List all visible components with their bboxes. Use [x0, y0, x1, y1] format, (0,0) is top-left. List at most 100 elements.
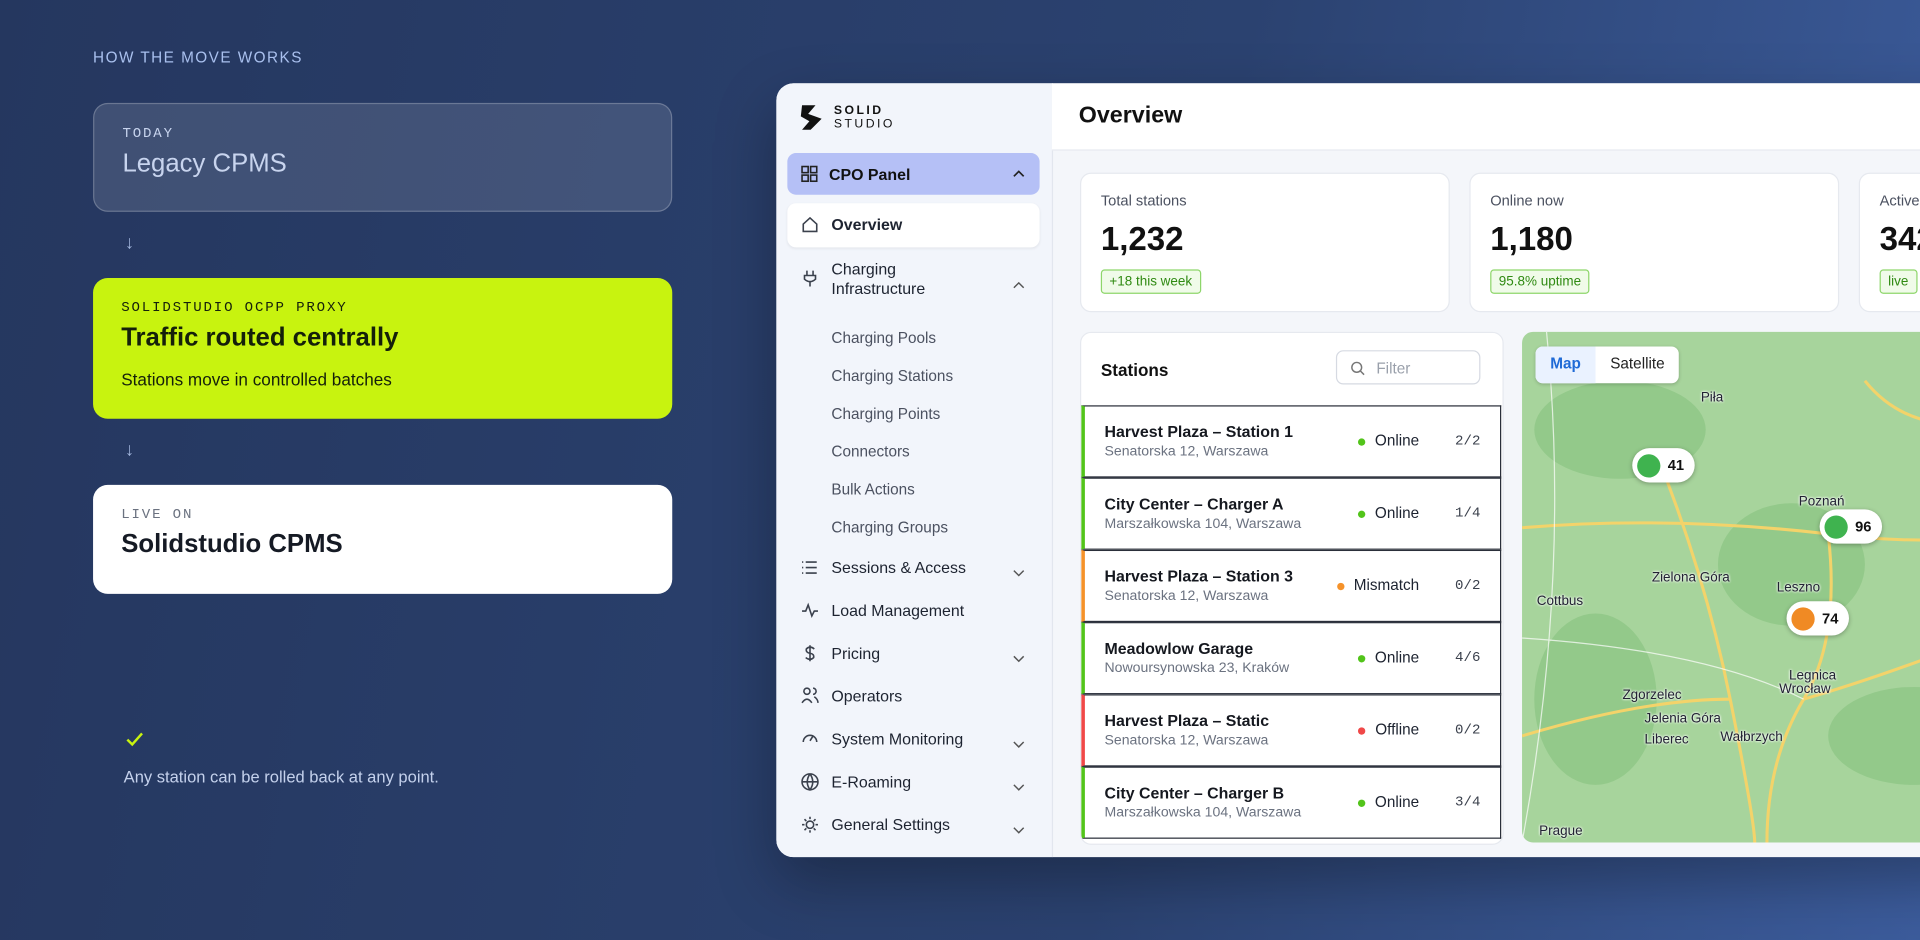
stat-card: Total stations 1,232 +18 this week — [1080, 172, 1450, 313]
stat-badge: 95.8% uptime — [1490, 269, 1590, 294]
stat-value: 1,180 — [1490, 220, 1573, 258]
step-title: Legacy CPMS — [122, 149, 287, 178]
nav-subitem[interactable]: Charging Pools — [831, 329, 937, 347]
marker-count: 74 — [1822, 609, 1839, 627]
logo-text: SOLID — [833, 104, 884, 118]
app-window: SOLID STUDIO CPO Panel Overview Charging I… — [776, 83, 1920, 858]
station-name: Harvest Plaza – Station 3 — [1104, 566, 1293, 586]
station-address: Senatorska 12, Warszawa — [1104, 733, 1269, 749]
nav-subitem[interactable]: Connectors — [831, 443, 910, 461]
nav-subitem[interactable]: Charging Groups — [831, 519, 949, 537]
nav-subitem[interactable]: Charging Stations — [831, 367, 954, 385]
nav-subitem[interactable]: Bulk Actions — [831, 481, 915, 499]
map-place: Legnica — [1788, 668, 1837, 684]
step-card: LIVE ON Solidstudio CPMS — [93, 484, 673, 594]
map-tab[interactable]: Satellite — [1610, 355, 1665, 373]
station-address: Nowoursynowska 23, Kraków — [1104, 661, 1290, 676]
station-row[interactable]: Harvest Plaza – Static Senatorska 12, War… — [1081, 694, 1502, 767]
nav-item[interactable]: E-Roaming — [787, 770, 1039, 797]
status-dot — [1337, 582, 1345, 591]
map-place: Wrocław — [1779, 682, 1831, 697]
step-label: TODAY — [122, 126, 174, 143]
nav-subitem[interactable]: Charging Points — [831, 405, 941, 423]
map-place: Jelenia Góra — [1644, 711, 1721, 727]
map-place: Zgorzelec — [1622, 688, 1682, 703]
map-place: Wałbrzych — [1720, 729, 1783, 745]
nav-item[interactable]: Operators — [787, 684, 1039, 711]
station-status: Online — [1374, 504, 1420, 522]
station-address: Marszałkowska 104, Warszawa — [1104, 805, 1302, 821]
map-marker[interactable]: 74 — [1786, 601, 1850, 636]
nav-item[interactable]: General Settings — [787, 813, 1039, 840]
nav-label: E-Roaming — [831, 772, 912, 792]
map-marker[interactable]: 41 — [1632, 448, 1696, 483]
status-dot — [1357, 799, 1366, 807]
nav-label: Load Management — [831, 601, 965, 620]
icon — [801, 558, 819, 580]
station-status: Mismatch — [1353, 576, 1420, 594]
nav-item[interactable]: Overview — [787, 203, 1040, 248]
icon-shape — [801, 687, 819, 704]
station-count: 0/2 — [1455, 722, 1481, 739]
stat-label: Total stations — [1100, 192, 1187, 210]
nav-item[interactable]: System Monitoring — [787, 727, 1039, 754]
chevron — [1013, 820, 1025, 838]
stat-value: 342 — [1879, 220, 1920, 258]
search-icon — [1351, 361, 1365, 376]
nav-item[interactable]: Sessions & Access — [787, 556, 1039, 583]
map-place: Prague — [1539, 824, 1583, 839]
nav-item[interactable]: Charging Infrastructure — [787, 260, 1039, 302]
panel-switch[interactable]: CPO Panel — [787, 153, 1040, 195]
nav-label: Sessions & Access — [831, 558, 966, 577]
icon-shape — [805, 645, 815, 662]
stat-badge: live — [1879, 269, 1917, 294]
station-row[interactable]: City Center – Charger B Marszałkowska 104… — [1081, 766, 1502, 839]
map-place: Leszno — [1776, 580, 1821, 596]
stat-card: Online now 1,180 95.8% uptime — [1469, 172, 1840, 313]
station-count: 3/4 — [1455, 794, 1481, 811]
map-tab[interactable]: Map — [1535, 346, 1596, 384]
step-subtitle: Stations move in controlled batches — [121, 369, 392, 390]
step-card: SOLIDSTUDIO OCPP PROXY Traffic routed ce… — [93, 277, 673, 419]
step-label: LIVE ON — [121, 506, 194, 523]
nav-label: General Settings — [831, 815, 951, 834]
station-name: Harvest Plaza – Station 1 — [1104, 422, 1293, 441]
icon-shape — [803, 270, 817, 287]
filter-input[interactable]: Filter — [1335, 350, 1481, 385]
nav-label: System Monitoring — [831, 729, 964, 749]
arrow: ↓ — [124, 232, 135, 254]
station-status: Online — [1374, 793, 1420, 811]
map-place: Piła — [1700, 390, 1724, 406]
logo-text: STUDIO — [833, 117, 895, 132]
nav-label: Pricing — [831, 644, 881, 663]
logo-mark — [800, 105, 822, 130]
map-place: Zielona Góra — [1651, 570, 1730, 586]
map-background — [1522, 331, 1920, 843]
step-title: Solidstudio CPMS — [121, 530, 343, 559]
nav-item[interactable]: Pricing — [787, 642, 1039, 669]
step-card: TODAY Legacy CPMS — [93, 102, 673, 212]
marker-icon — [1791, 606, 1815, 631]
panel-label: CPO Panel — [828, 165, 911, 184]
station-row[interactable]: City Center – Charger A Marszałkowska 104… — [1081, 477, 1502, 550]
station-count: 1/4 — [1455, 505, 1481, 522]
map-place: Poznań — [1798, 494, 1845, 510]
map: Map Satellite PiłaBydgoszczPoznańZielona… — [1522, 331, 1920, 843]
map-place: Liberec — [1644, 732, 1689, 747]
marker-icon — [1824, 514, 1848, 539]
icon — [801, 730, 819, 752]
station-row[interactable]: Harvest Plaza – Station 3 Senatorska 12, … — [1081, 549, 1502, 623]
marker-count: 41 — [1667, 456, 1685, 474]
stat-badge: +18 this week — [1100, 269, 1201, 294]
chevron — [1013, 170, 1025, 177]
nav-label: Operators — [831, 686, 903, 706]
station-row[interactable]: Harvest Plaza – Station 1 Senatorska 12, … — [1081, 405, 1502, 478]
station-row[interactable]: Meadowlow Garage Nowoursynowska 23, Krakó… — [1081, 622, 1502, 695]
map-marker[interactable]: 96 — [1819, 509, 1883, 544]
nav-item[interactable]: Load Management — [787, 599, 1039, 626]
station-count: 4/6 — [1455, 650, 1481, 667]
chevron — [1013, 649, 1025, 667]
station-name: City Center – Charger A — [1104, 494, 1284, 514]
stations-panel: Stations Filter Harvest Plaza – Station … — [1080, 331, 1504, 845]
